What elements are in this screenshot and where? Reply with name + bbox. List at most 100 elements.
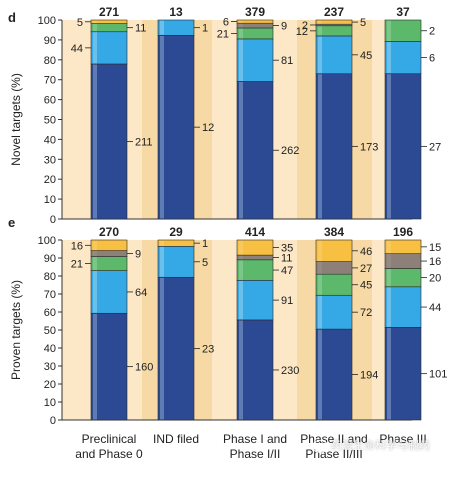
x-tick-label: Phase III [379,432,426,446]
bar-segment [384,73,422,220]
segment-label: 45 [360,50,372,62]
bar-segment [315,35,353,75]
segment-label: 194 [360,370,378,382]
segment-label: 64 [135,287,147,299]
bar-highlight [93,32,97,64]
x-tick-label: Phase I/II [230,447,281,461]
bar-highlight [239,280,243,320]
segment-label: 11 [281,252,292,264]
bar: 173 45 122 5 [296,17,378,220]
bar-highlight [239,260,243,280]
segment-label: 23 [202,344,214,356]
bar-segment [315,328,353,421]
y-tick-label: 60 [44,307,56,319]
y-tick-label: 0 [50,415,56,427]
bar-segment [90,63,128,220]
bar-highlight [239,240,243,255]
y-tick-label: 40 [44,343,56,355]
wechat-icon [312,439,328,453]
bar-highlight [160,277,164,420]
segment-label: 11 [135,23,146,35]
bar-highlight [318,74,322,219]
bar-highlight [93,313,97,420]
bar-highlight [387,254,391,268]
segment-label: 27 [360,263,372,275]
segment-label: 160 [135,362,153,374]
segment-label: 47 [281,265,293,277]
bar-total-label: 37 [396,5,410,19]
segment-label: 9 [281,21,287,33]
bar-highlight [387,41,391,74]
bar-highlight [93,271,97,313]
bar-segment [90,312,128,421]
segment-label: 1 [202,23,208,35]
bar-highlight [318,26,322,36]
segment-label: 91 [281,295,293,307]
bar-total-label: 271 [99,5,119,19]
y-tick-label: 80 [44,271,56,283]
panel-label: d [8,10,16,25]
bar-highlight [318,274,322,295]
segment-label: 6 [223,17,229,29]
bar-highlight [318,20,322,24]
segment-label: 2 [429,26,435,38]
bar-highlight [318,329,322,420]
bar-total-label: 13 [169,5,183,19]
bar-highlight [387,74,391,219]
x-tick-label: Phase I and [223,432,287,446]
segment-label: 46 [360,246,372,258]
bar-highlight [318,262,322,274]
segment-label: 72 [360,307,372,319]
bar-highlight [239,320,243,420]
segment-label: 44 [71,43,83,55]
bar-highlight [239,81,243,219]
y-tick-label: 50 [44,325,56,337]
bar-total-label: 379 [245,5,265,19]
y-axis-title: Proven targets (%) [9,280,23,380]
segment-label: 12 [296,26,308,38]
bar-segment [236,81,274,220]
y-tick-label: 100 [38,15,56,27]
segment-label: 16 [71,240,83,252]
bar-segment [315,73,353,220]
y-tick-label: 0 [50,214,56,226]
y-axis-title: Novel targets (%) [9,73,23,166]
segment-label: 5 [202,257,208,269]
y-tick-label: 60 [44,95,56,107]
watermark: 药渡生命科学与制药 [312,437,472,455]
bar-total-label: 196 [393,225,413,239]
bar-highlight [160,246,164,277]
bar-highlight [387,287,391,327]
bar-highlight [387,268,391,287]
segment-label: 27 [429,141,441,153]
segment-label: 16 [429,256,441,268]
segment-label: 21 [217,28,229,40]
bar-highlight [93,64,97,219]
bar: 101 44 20 16 15 [384,239,447,421]
y-tick-label: 30 [44,154,56,166]
bar-highlight [239,23,243,28]
bar-total-label: 270 [99,225,119,239]
bar-segment [384,326,422,421]
bar-total-label: 237 [324,5,344,19]
bar-highlight [160,20,164,35]
segment-label: 5 [77,17,83,29]
bar-highlight [387,327,391,420]
bar: 262 81 21 9 6 [217,17,299,220]
y-tick-label: 90 [44,35,56,47]
x-tick-label: Preclinical [82,432,137,446]
bar-highlight [93,240,97,251]
panel-d: d Novel targets (%) 0 10 20 30 40 50 60 70 80 90 100… [8,5,441,226]
bar-segment [90,270,128,314]
panel-label: e [8,215,15,230]
segment-label: 211 [135,136,153,148]
bar-highlight [93,251,97,257]
bar-segment [90,31,128,65]
segment-label: 12 [202,122,214,134]
segment-label: 20 [429,273,441,285]
y-tick-label: 30 [44,361,56,373]
y-tick-label: 70 [44,289,56,301]
bar-segment [384,41,422,75]
